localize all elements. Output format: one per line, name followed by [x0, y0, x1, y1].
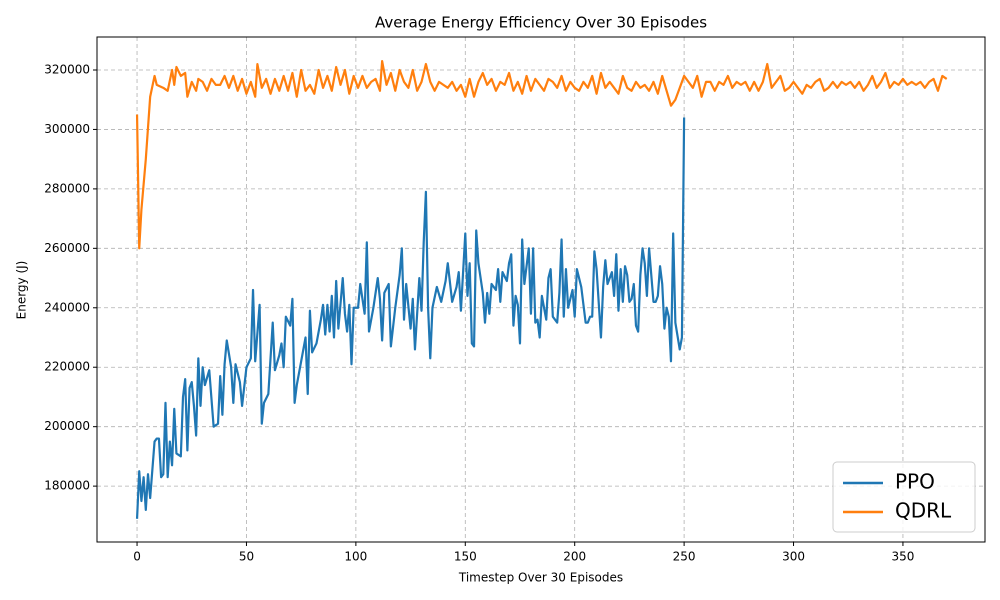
y-tick-label: 200000 — [44, 419, 90, 433]
legend-label: PPO — [895, 470, 935, 494]
y-tick-label: 320000 — [44, 62, 90, 76]
y-tick-label: 300000 — [44, 122, 90, 136]
y-tick-label: 180000 — [44, 479, 90, 493]
legend-box — [832, 461, 976, 533]
series-line — [135, 117, 686, 519]
x-tick-label: 100 — [344, 550, 367, 564]
x-axis-label: Timestep Over 30 Episodes — [458, 571, 623, 585]
y-axis-label: Energy (J) — [15, 261, 29, 320]
y-tick-label: 260000 — [44, 241, 90, 255]
chart-title: Average Energy Efficiency Over 30 Episod… — [375, 14, 707, 32]
x-tick-label: 200 — [563, 550, 586, 564]
plot-frame — [96, 36, 986, 543]
x-tick-label: 250 — [673, 550, 696, 564]
y-tick-label: 220000 — [44, 360, 90, 374]
x-tick-label: 150 — [454, 550, 477, 564]
y-tick-label: 240000 — [44, 300, 90, 314]
x-tick-label: 0 — [133, 550, 141, 564]
y-tick-label: 280000 — [44, 181, 90, 195]
x-tick-label: 50 — [239, 550, 254, 564]
legend-label: QDRL — [895, 499, 952, 523]
x-tick-label: 350 — [891, 550, 914, 564]
series-line — [135, 59, 948, 250]
x-tick-label: 300 — [782, 550, 805, 564]
